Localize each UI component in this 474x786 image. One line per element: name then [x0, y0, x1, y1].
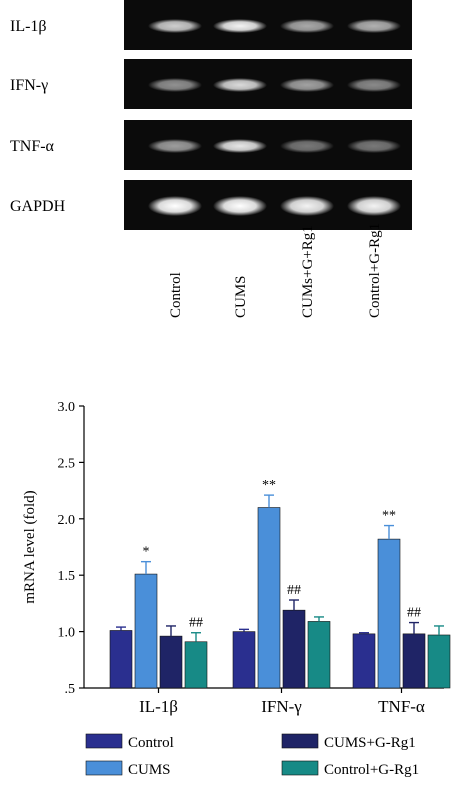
significance-label: **: [262, 478, 276, 493]
gel-band: [213, 78, 267, 92]
gel-band: [280, 78, 334, 92]
lane-label: Control+G-Rg1: [367, 223, 383, 318]
legend-swatch: [85, 733, 123, 749]
legend-swatch: [85, 760, 123, 776]
gel-band: [280, 196, 334, 216]
gel-band: [148, 139, 202, 153]
x-tick-label: TNF-α: [378, 697, 425, 716]
y-axis-title: mRNA level (fold): [22, 490, 38, 603]
gel-band: [280, 139, 334, 153]
gel-band: [347, 19, 401, 33]
gel-row-label: IL-1β: [10, 18, 47, 35]
y-tick-label: 1.0: [58, 626, 76, 641]
chart-legend: Control CUMS CUMS+G-Rg1 Control+G-Rg1: [85, 733, 419, 778]
legend-label: CUMS: [128, 762, 171, 778]
gel-band: [148, 78, 202, 92]
y-tick-label: 2.0: [58, 513, 76, 528]
significance-label: ##: [287, 583, 301, 598]
gel-band: [148, 196, 202, 216]
significance-label: ##: [407, 606, 421, 621]
bar: [257, 507, 281, 689]
y-tick-label: 3.0: [58, 400, 76, 415]
bar: [427, 634, 451, 689]
y-tick-label: .5: [65, 682, 76, 697]
gel-band: [347, 139, 401, 153]
bar-chart: .5 1.0 1.5 2.0 2.5 3.0 mRNA level (fold) * ## IL-…: [22, 400, 451, 716]
legend-label: Control: [128, 735, 174, 751]
gel-panel: IL-1β IFN-γ TNF-α GAPDH: [10, 0, 412, 230]
gel-row-label: GAPDH: [10, 198, 66, 215]
bar: [134, 573, 158, 689]
y-tick-label: 2.5: [58, 456, 76, 471]
bar: [109, 630, 133, 689]
bar: [159, 635, 183, 689]
bar: [402, 633, 426, 689]
gel-row-label: IFN-γ: [10, 77, 48, 94]
bar: [184, 641, 208, 689]
significance-label: ##: [189, 616, 203, 631]
legend-swatch: [281, 760, 319, 776]
gel-band: [213, 19, 267, 33]
bar: [307, 621, 331, 689]
lane-label: Control: [168, 272, 184, 318]
gel-band: [148, 19, 202, 33]
gel-band: [213, 139, 267, 153]
y-tick-label: 1.5: [58, 569, 76, 584]
legend-label: Control+G-Rg1: [324, 762, 419, 778]
x-tick-label: IL-1β: [139, 697, 178, 716]
lane-label: CUMS: [233, 275, 249, 318]
lane-label: CUMs+G+Rg1: [300, 225, 316, 318]
legend-label: CUMS+G-Rg1: [324, 735, 416, 751]
gel-band: [213, 196, 267, 216]
gel-band: [347, 78, 401, 92]
significance-label: **: [382, 509, 396, 524]
significance-label: *: [143, 545, 150, 560]
gel-row-label: TNF-α: [10, 138, 55, 155]
bar: [377, 538, 401, 689]
gel-band: [280, 19, 334, 33]
x-tick-label: IFN-γ: [261, 697, 302, 716]
bar: [282, 609, 306, 689]
bar: [232, 631, 256, 689]
bar: [352, 633, 376, 689]
gel-lane-labels: Control CUMS CUMs+G+Rg1 Control+G-Rg1: [168, 223, 383, 318]
gel-band: [347, 196, 401, 216]
legend-swatch: [281, 733, 319, 749]
